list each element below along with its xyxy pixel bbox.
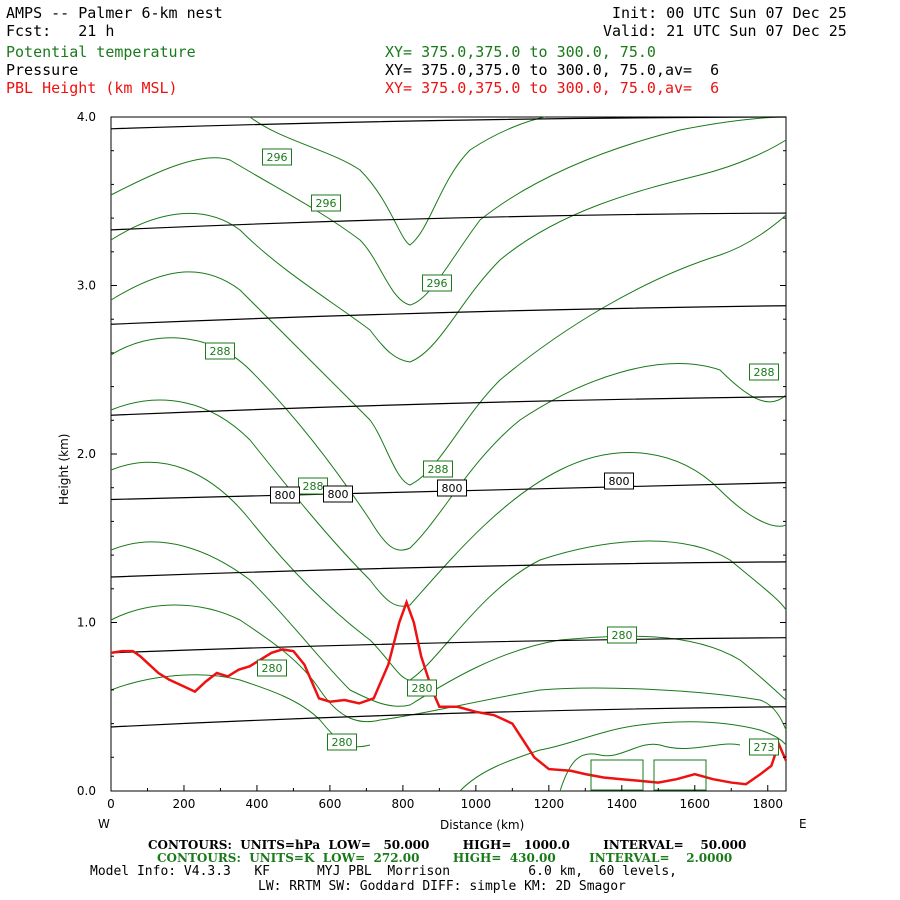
theta-label-280-7: 280: [257, 659, 287, 677]
theta-label-group: 296 296 296 288 288 288 288 280 280 280 280 273: [205, 148, 779, 791]
svg-text:296: 296: [267, 151, 288, 164]
footer-theta-contours: CONTOURS: UNITS=K LOW= 272.00 HIGH= 430.…: [157, 851, 733, 865]
pbl-line-group: [110, 598, 788, 786]
y-axis-label: Height (km): [57, 434, 71, 505]
svg-text:280: 280: [612, 629, 633, 642]
field-pressure-name: Pressure: [6, 61, 79, 79]
theta-label-288-4: 288: [298, 477, 328, 495]
y-tick-label-0.0: 0.0: [77, 784, 96, 798]
svg-text:800: 800: [442, 482, 463, 495]
x-tick-label-200: 200: [173, 797, 196, 811]
svg-text:288: 288: [210, 345, 231, 358]
x-axis-ticks: 0 200 400 600 800 1000 1200 1400 1600 1800: [107, 785, 783, 811]
pressure-label-3: 800: [604, 472, 634, 490]
svg-text:288: 288: [303, 480, 324, 493]
x-tick-label-1800: 1800: [752, 797, 783, 811]
x-tick-label-1400: 1400: [607, 797, 638, 811]
x-tick-label-0: 0: [107, 797, 115, 811]
x-axis-west: W: [98, 817, 110, 831]
y-tick-label-4.0: 4.0: [77, 110, 96, 124]
theta-label-296-1: 296: [311, 194, 341, 212]
pressure-contour-6: [110, 637, 787, 654]
y-tick-label-1.0: 1.0: [77, 616, 96, 630]
pressure-contour-2: [110, 212, 787, 231]
y-tick-label-3.0: 3.0: [77, 279, 96, 293]
svg-text:288: 288: [754, 366, 775, 379]
field-theta-xy: XY= 375.0,375.0 to 300.0, 75.0: [385, 43, 656, 61]
field-theta-name: Potential temperature: [6, 43, 196, 61]
theta-contours: [110, 116, 787, 792]
theta-box-0: [590, 759, 644, 791]
field-pressure-xy: XY= 375.0,375.0 to 300.0, 75.0,av= 6: [385, 61, 720, 79]
svg-text:800: 800: [609, 475, 630, 488]
svg-text:280: 280: [262, 662, 283, 675]
x-tick-label-1600: 1600: [680, 797, 711, 811]
field-pbl-name: PBL Height (km MSL): [6, 79, 178, 97]
x-axis-east: E: [799, 817, 807, 831]
theta-label-273-11: 273: [749, 738, 779, 756]
pressure-contour-4: [110, 396, 787, 416]
pbl-height-line: [110, 598, 788, 786]
x-tick-label-600: 600: [318, 797, 341, 811]
x-tick-label-1200: 1200: [534, 797, 565, 811]
svg-text:296: 296: [427, 277, 448, 290]
theta-label-296-2: 296: [422, 274, 452, 292]
pressure-label-1: 800: [323, 485, 353, 503]
pressure-label-2: 800: [437, 479, 467, 497]
svg-text:288: 288: [428, 463, 449, 476]
forecast-hour: Fcst: 21 h: [6, 22, 115, 40]
footer-pressure-contours: CONTOURS: UNITS=hPa LOW= 50.000 HIGH= 10…: [148, 838, 747, 852]
theta-box-1: [653, 759, 707, 791]
pressure-contour-1: [110, 116, 787, 130]
x-tick-label-800: 800: [391, 797, 414, 811]
svg-text:296: 296: [316, 197, 337, 210]
theta-label-280-10: 280: [607, 626, 637, 644]
pressure-contour-7: [110, 706, 787, 728]
theta-label-288-5: 288: [423, 460, 453, 478]
pressure-label-group: 800 800 800 800: [270, 472, 634, 504]
pressure-label-0: 800: [270, 486, 300, 504]
theta-label-280-8: 280: [327, 733, 357, 751]
field-pbl-xy: XY= 375.0,375.0 to 300.0, 75.0,av= 6: [385, 79, 720, 97]
theta-label-288-3: 288: [205, 342, 235, 360]
model-title: AMPS -- Palmer 6-km nest: [6, 4, 223, 22]
svg-text:273: 273: [754, 741, 775, 754]
theta-label-280-9: 280: [407, 679, 437, 697]
pressure-contour-3: [110, 305, 787, 325]
x-tick-label-1000: 1000: [461, 797, 492, 811]
init-time: Init: 00 UTC Sun 07 Dec 25: [612, 4, 847, 22]
x-tick-label-400: 400: [245, 797, 268, 811]
pressure-contours: [110, 116, 787, 728]
svg-text:800: 800: [275, 489, 296, 502]
svg-text:280: 280: [412, 682, 433, 695]
theta-label-296-0: 296: [262, 148, 292, 166]
pressure-contour-5: [110, 561, 787, 578]
theta-label-288-6: 288: [749, 363, 779, 381]
y-tick-label-2.0: 2.0: [77, 447, 96, 461]
footer-model-info: Model Info: V4.3.3 KF MYJ PBL Morrison 6…: [90, 864, 677, 879]
svg-text:800: 800: [328, 488, 349, 501]
y-axis-ticks: 0.0 1.0 2.0 3.0 4.0: [77, 110, 786, 798]
x-axis-label: Distance (km): [440, 818, 524, 832]
footer-physics-info: LW: RRTM SW: Goddard DIFF: simple KM: 2D…: [258, 879, 626, 894]
valid-time: Valid: 21 UTC Sun 07 Dec 25: [603, 22, 847, 40]
svg-text:280: 280: [332, 736, 353, 749]
